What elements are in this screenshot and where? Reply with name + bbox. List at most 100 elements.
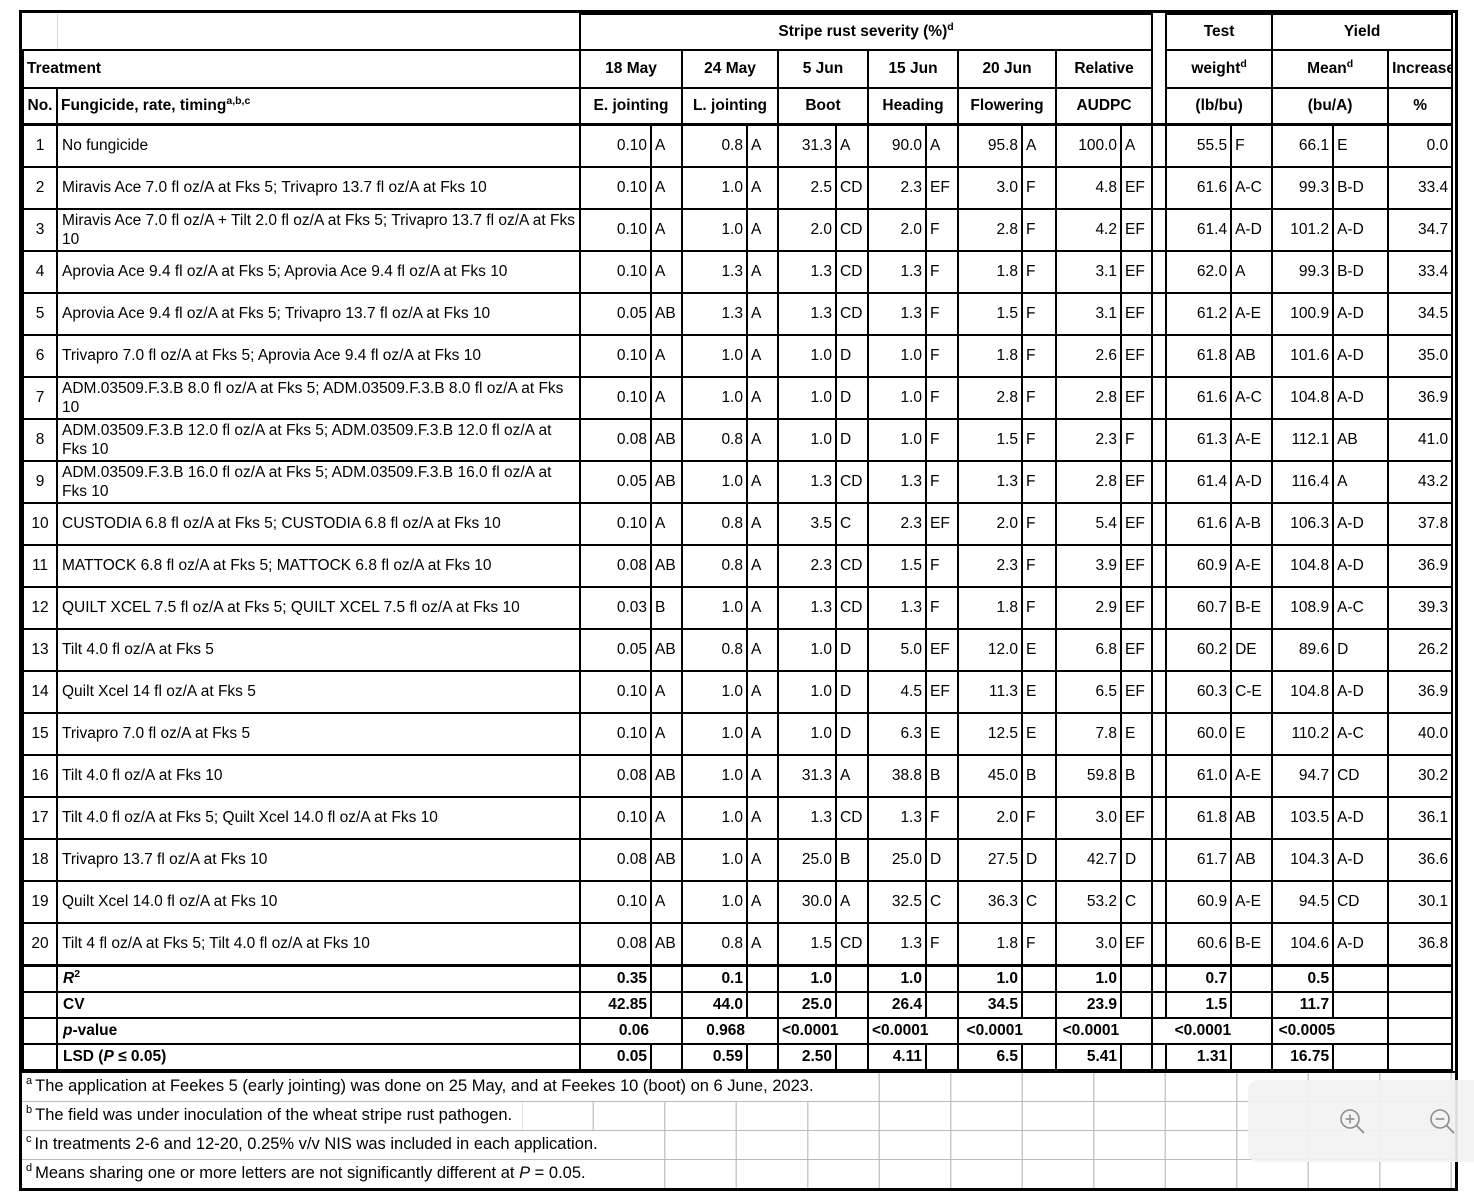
severity-letter-cell: A [650,669,683,714]
yield-mean-value-cell: 104.8 [1271,669,1335,714]
section-gap-cell [1151,207,1168,252]
no-cell [22,963,58,993]
severity-letter-cell: EF [1119,375,1154,420]
stats-letter-cell [1021,990,1057,1019]
stats-value-cell: <0.0001 [867,1016,959,1045]
section-gap-cell [1151,417,1168,462]
stats-value-cell: 25.0 [777,990,837,1019]
yield-mean-value-cell: 101.2 [1271,207,1335,252]
stats-letter-cell [650,963,683,993]
severity-value-cell: 4.2 [1055,207,1122,252]
stats-value-cell: 6.5 [957,1042,1023,1071]
severity-letter-cell: E [925,711,959,756]
severity-letter-cell: CD [835,165,869,210]
treatment-cell: CUSTODIA 6.8 fl oz/A at Fks 5; CUSTODIA … [56,501,581,546]
severity-letter-cell: D [925,837,959,882]
zoom-out-button[interactable] [1426,1106,1460,1140]
severity-value-cell: 1.3 [867,291,927,336]
severity-value-cell: 2.0 [957,795,1023,840]
col-header-stage-flowering: Flowering [957,87,1057,126]
stats-value-cell: 23.9 [1055,990,1122,1019]
stats-value-cell: 1.0 [1055,963,1122,993]
severity-letter-cell: EF [1119,333,1154,378]
severity-letter-cell: A [746,375,779,420]
severity-letter-cell: E [1021,669,1057,714]
treatment-cell: Quilt Xcel 14.0 fl oz/A at Fks 10 [56,879,581,924]
treatment-row: 8 ADM.03509.F.3.B 12.0 fl oz/A at Fks 5; … [22,417,1454,462]
stats-letter-cell [835,990,869,1019]
severity-value-cell: 0.10 [579,207,652,252]
severity-value-cell: 1.0 [777,417,837,462]
zoom-in-button[interactable] [1336,1106,1370,1140]
treatment-row: 11 MATTOCK 6.8 fl oz/A at Fks 5; MATTOCK … [22,543,1454,588]
severity-value-cell: 3.0 [957,165,1023,210]
stats-label-cell: CV [56,990,581,1019]
stats-value-cell: 2.50 [777,1042,837,1071]
yield-increase-cell: 30.1 [1387,879,1454,924]
section-gap-cell [1151,990,1168,1019]
severity-letter-cell: B [925,753,959,798]
stats-value-cell: 0.05 [579,1042,652,1071]
yield-mean-value-cell: 100.9 [1271,291,1335,336]
treatment-cell: Tilt 4 fl oz/A at Fks 5; Tilt 4.0 fl oz/… [56,921,581,966]
yield-increase-cell: 37.8 [1387,501,1454,546]
section-gap-cell [1151,795,1168,840]
no-cell: 17 [22,795,58,840]
col-header-date-24may: 24 May [681,49,779,89]
results-table-sheet: Stripe rust severity (%)d Test Yield Tre… [19,10,1458,1191]
section-gap-cell [1151,753,1168,798]
yield-mean-letter-cell: E [1332,123,1390,168]
severity-value-cell: 1.5 [777,921,837,966]
treatment-cell: Miravis Ace 7.0 fl oz/A at Fks 5; Trivap… [56,165,581,210]
severity-letter-cell: A [650,249,683,294]
yield-increase-cell: 34.5 [1387,291,1454,336]
yield-mean-value-cell: 94.7 [1271,753,1335,798]
test-weight-value-cell: 61.8 [1165,333,1233,378]
severity-value-cell: 1.8 [957,921,1023,966]
test-weight-value-cell: 60.2 [1165,627,1233,672]
severity-value-cell: 12.5 [957,711,1023,756]
severity-letter-cell: A [746,417,779,462]
severity-value-cell: 1.0 [777,711,837,756]
severity-value-cell: 5.0 [867,627,927,672]
severity-letter-cell: A [650,375,683,420]
stats-value-cell: 0.7 [1165,963,1233,993]
section-gap-cell [1151,921,1168,966]
severity-letter-cell: F [925,795,959,840]
severity-letter-cell: F [1021,501,1057,546]
no-cell [22,990,58,1019]
severity-letter-cell: EF [1119,291,1154,336]
severity-value-cell: 0.05 [579,291,652,336]
test-weight-value-cell: 61.0 [1165,753,1233,798]
treatment-row: 12 QUILT XCEL 7.5 fl oz/A at Fks 5; QUILT… [22,585,1454,630]
severity-value-cell: 2.8 [957,375,1023,420]
severity-value-cell: 2.0 [957,501,1023,546]
severity-value-cell: 0.08 [579,543,652,588]
treatment-cell: Quilt Xcel 14 fl oz/A at Fks 5 [56,669,581,714]
severity-letter-cell: EF [1119,585,1154,630]
severity-letter-cell: F [1119,417,1154,462]
severity-value-cell: 38.8 [867,753,927,798]
yield-mean-letter-cell: A [1332,459,1390,504]
stats-letter-cell [746,963,779,993]
no-cell [22,1042,58,1071]
severity-letter-cell: A [746,543,779,588]
severity-value-cell: 0.8 [681,501,748,546]
yield-mean-letter-cell: A-D [1332,921,1390,966]
test-weight-letter-cell: A-D [1230,207,1274,252]
severity-value-cell: 0.10 [579,123,652,168]
severity-value-cell: 0.8 [681,123,748,168]
yield-mean-value-cell: 108.9 [1271,585,1335,630]
severity-value-cell: 42.7 [1055,837,1122,882]
treatment-row: 2 Miravis Ace 7.0 fl oz/A at Fks 5; Triva… [22,165,1454,210]
no-cell: 10 [22,501,58,546]
section-gap-cell [1151,627,1168,672]
severity-letter-cell: A [650,165,683,210]
yield-mean-value-cell: 104.8 [1271,543,1335,588]
treatment-cell: Tilt 4.0 fl oz/A at Fks 5; Quilt Xcel 14… [56,795,581,840]
treatment-cell: Trivapro 13.7 fl oz/A at Fks 10 [56,837,581,882]
severity-letter-cell: CD [835,585,869,630]
no-cell: 19 [22,879,58,924]
col-header-audpc: AUDPC [1054,87,1154,126]
section-gap-cell [1151,375,1168,420]
